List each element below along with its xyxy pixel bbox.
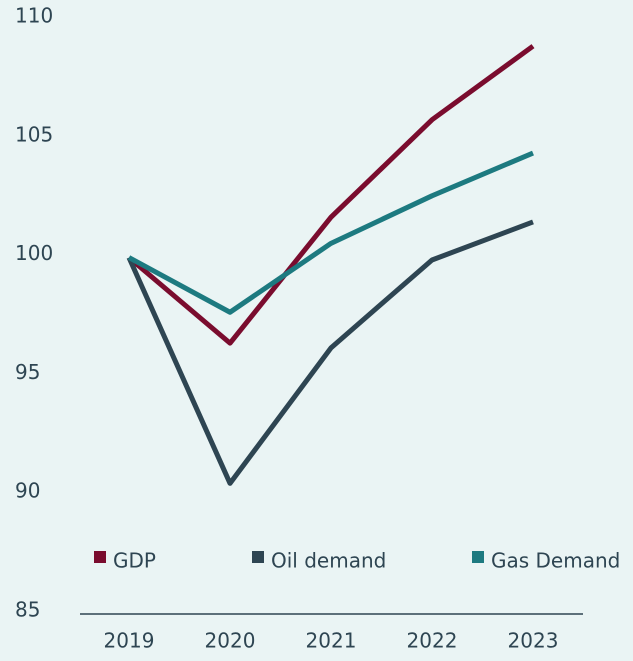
- legend-swatch: [252, 551, 264, 563]
- legend-label: GDP: [113, 549, 156, 573]
- y-tick-label: 95: [15, 360, 40, 384]
- x-tick-label: 2021: [306, 629, 357, 653]
- x-tick-label: 2019: [104, 629, 155, 653]
- legend-swatch: [472, 551, 484, 563]
- legend-label: Oil demand: [271, 549, 386, 573]
- x-tick-label: 2022: [407, 629, 458, 653]
- legend-swatch: [94, 551, 106, 563]
- legend-label: Gas Demand: [491, 549, 620, 573]
- y-tick-label: 90: [15, 479, 40, 503]
- y-tick-label: 110: [15, 4, 53, 28]
- x-tick-label: 2023: [508, 629, 559, 653]
- series-line: [127, 150, 534, 315]
- y-tick-label: 85: [15, 598, 40, 622]
- y-tick-label: 100: [15, 241, 53, 265]
- x-tick-label: 2020: [205, 629, 256, 653]
- y-tick-label: 105: [15, 122, 53, 146]
- series-line: [126, 219, 534, 486]
- series-line: [127, 44, 535, 346]
